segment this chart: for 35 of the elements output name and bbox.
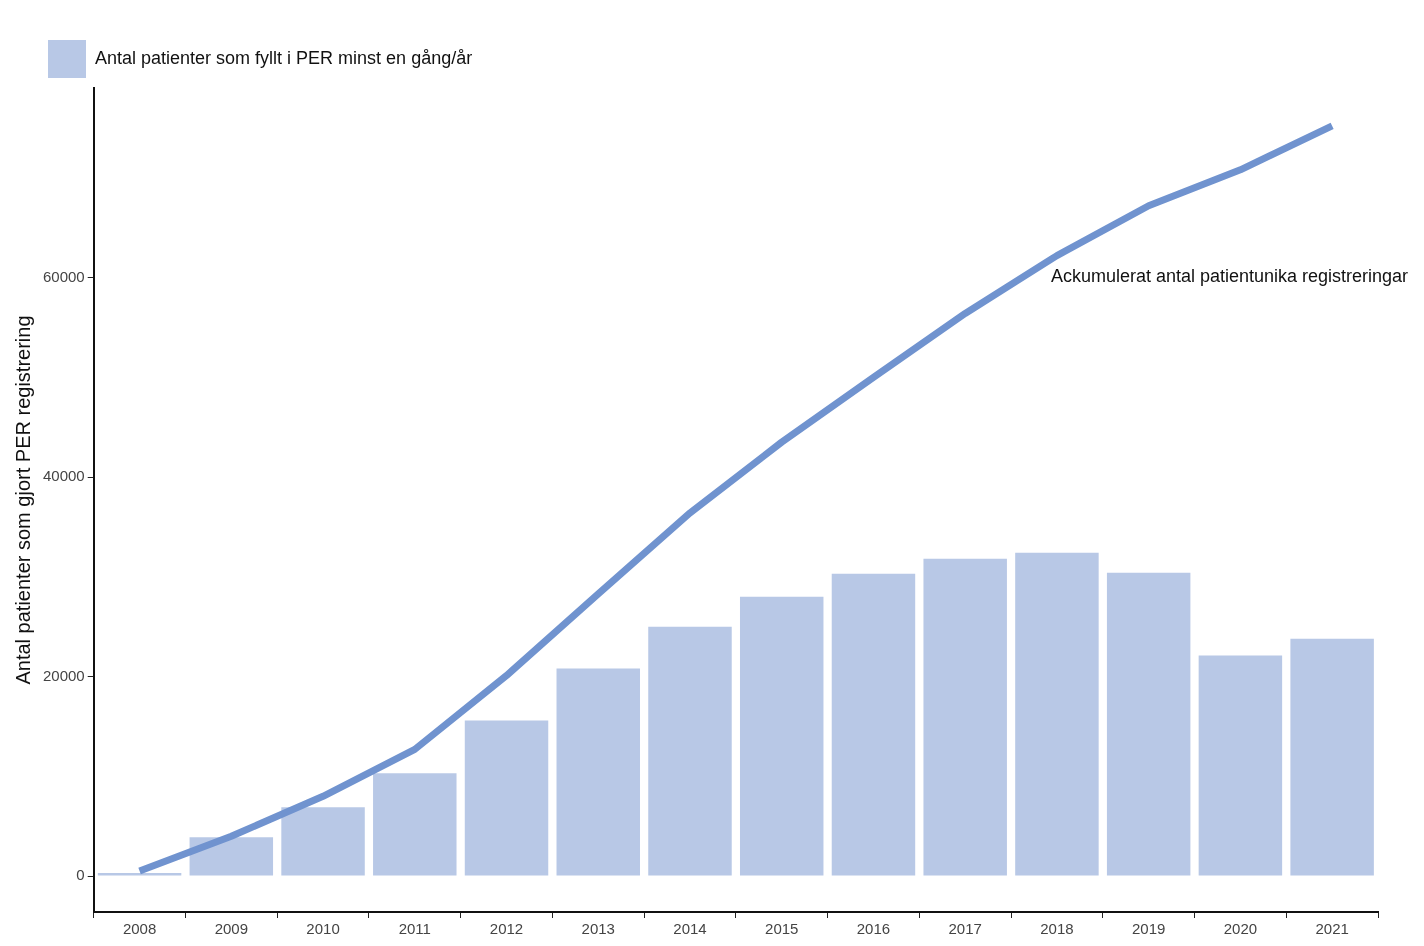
x-tick-label: 2021 <box>1315 920 1349 938</box>
y-tick-label: 0 <box>76 866 85 884</box>
bar <box>1015 552 1099 876</box>
bar <box>97 873 182 876</box>
y-tick-label: 20000 <box>42 666 85 684</box>
bar <box>189 837 274 876</box>
bar <box>281 807 365 876</box>
bar <box>464 720 549 876</box>
x-tick-label: 2014 <box>673 920 707 938</box>
bar <box>739 596 824 876</box>
bar <box>373 773 457 876</box>
bar <box>648 626 732 876</box>
y-tick-label: 40000 <box>42 467 85 485</box>
x-tick-label: 2011 <box>398 920 431 938</box>
x-tick-label: 2019 <box>1131 920 1166 938</box>
legend-label: Antal patienter som fyllt i PER minst en gång/år <box>95 47 473 68</box>
x-tick-label: 2010 <box>306 920 340 938</box>
x-tick-label: 2018 <box>1040 920 1074 938</box>
x-tick-label: 2016 <box>856 920 891 938</box>
bar <box>1198 655 1283 876</box>
bar <box>831 573 916 876</box>
bar <box>1106 572 1191 876</box>
x-tick-label: 2020 <box>1223 920 1258 938</box>
x-tick-label: 2013 <box>581 920 615 938</box>
bar <box>556 668 640 876</box>
bar <box>1290 638 1374 876</box>
x-tick-label: 2012 <box>489 920 524 938</box>
y-tick-label: 60000 <box>42 267 85 285</box>
y-axis-title: Antal patienter som gjort PER registrering <box>11 315 34 685</box>
bar <box>923 558 1007 876</box>
x-tick-label: 2009 <box>214 920 248 938</box>
x-tick-label: 2008 <box>122 920 157 938</box>
annotation: Ackumulerat antal patientunika registreringar <box>1050 265 1409 286</box>
x-tick-label: 2017 <box>948 920 982 938</box>
x-tick-label: 2015 <box>765 920 799 938</box>
